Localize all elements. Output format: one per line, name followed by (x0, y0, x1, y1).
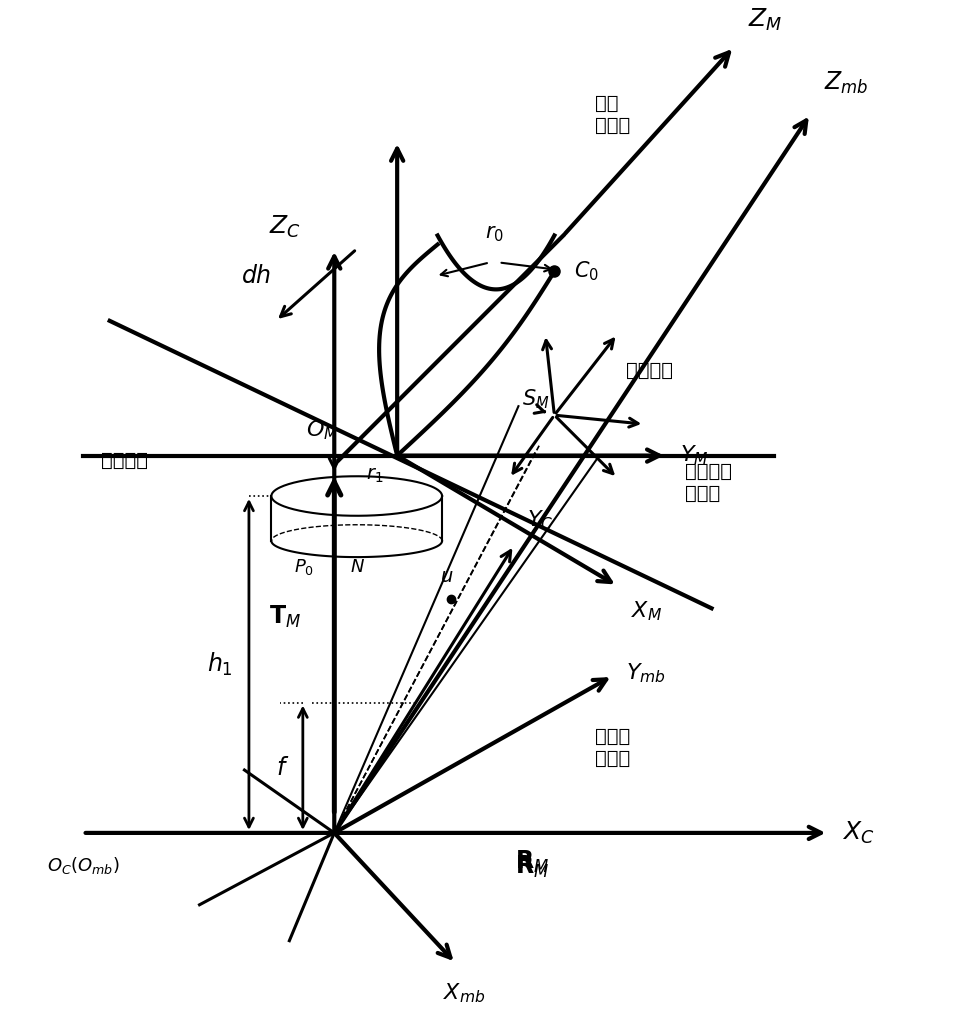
Text: $\mathbf{T}_M$: $\mathbf{T}_M$ (269, 604, 301, 631)
Text: $N$: $N$ (351, 558, 365, 576)
Text: $u$: $u$ (440, 567, 453, 586)
Text: $X_M$: $X_M$ (631, 599, 662, 623)
Text: $h_1$: $h_1$ (206, 651, 233, 678)
Text: $r_1$: $r_1$ (365, 466, 383, 485)
Text: $Z_{mb}$: $Z_{mb}$ (824, 70, 869, 96)
Text: $Z_C$: $Z_C$ (269, 214, 301, 240)
Text: 摄像机
坐标系: 摄像机 坐标系 (595, 727, 630, 768)
Text: 镜面
坐标系: 镜面 坐标系 (595, 94, 630, 135)
Text: $\mathbf{R}_M$: $\mathbf{R}_M$ (515, 849, 549, 875)
Text: $X_C$: $X_C$ (842, 819, 875, 846)
Text: $Y_{mb}$: $Y_{mb}$ (626, 661, 666, 685)
Text: $X_{mb}$: $X_{mb}$ (443, 981, 486, 1005)
Text: $Z_M$: $Z_M$ (747, 7, 782, 33)
Text: $P_0$: $P_0$ (294, 557, 315, 577)
Text: $S_M$: $S_M$ (522, 387, 550, 411)
Text: $C_0$: $C_0$ (574, 259, 599, 284)
Text: $dh$: $dh$ (241, 264, 272, 288)
Text: $Y_M$: $Y_M$ (680, 444, 709, 467)
Text: $Y_C$: $Y_C$ (528, 509, 554, 532)
Text: $r_0$: $r_0$ (485, 224, 504, 244)
Text: 镜面边缘: 镜面边缘 (626, 361, 673, 379)
Text: $f$: $f$ (276, 756, 289, 780)
Text: $O_C(O_{mb})$: $O_C(O_{mb})$ (47, 856, 120, 877)
Text: 镜面边缘
坐标系: 镜面边缘 坐标系 (685, 462, 731, 503)
Text: 镜头边缘: 镜头边缘 (100, 451, 148, 469)
Text: $\mathbf{R}_M$: $\mathbf{R}_M$ (515, 854, 549, 880)
Text: $O_M$: $O_M$ (306, 419, 339, 442)
